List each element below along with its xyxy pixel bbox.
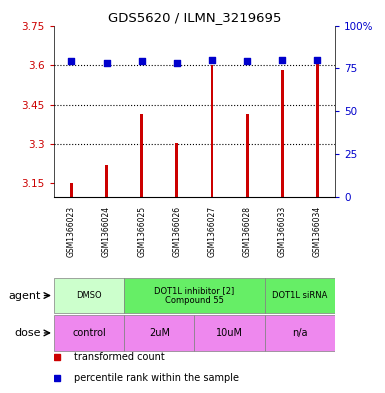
Text: 10uM: 10uM [216, 328, 243, 338]
Bar [246, 114, 249, 196]
Bar [264, 315, 335, 351]
Point [279, 57, 285, 63]
Text: DMSO: DMSO [76, 291, 102, 300]
Text: control: control [72, 328, 106, 338]
Text: transformed count: transformed count [74, 352, 164, 362]
Bar [211, 65, 213, 196]
Point [174, 60, 180, 66]
Text: GSM1366027: GSM1366027 [208, 206, 216, 257]
Bar [54, 315, 124, 351]
Text: GSM1366025: GSM1366025 [137, 206, 146, 257]
Text: agent: agent [8, 290, 40, 301]
Title: GDS5620 / ILMN_3219695: GDS5620 / ILMN_3219695 [108, 11, 281, 24]
Text: GSM1366033: GSM1366033 [278, 206, 287, 257]
Text: GSM1366023: GSM1366023 [67, 206, 76, 257]
Text: DOT1L siRNA: DOT1L siRNA [272, 291, 328, 300]
Bar [124, 315, 194, 351]
Point [244, 58, 250, 64]
Bar [124, 277, 265, 314]
Point [209, 57, 215, 63]
Bar [70, 183, 73, 196]
Bar [281, 70, 284, 196]
Bar [194, 315, 265, 351]
Bar [105, 165, 108, 196]
Text: dose: dose [14, 328, 40, 338]
Bar [140, 114, 143, 196]
Bar [54, 277, 124, 314]
Point [69, 58, 75, 64]
Text: n/a: n/a [292, 328, 308, 338]
Text: GSM1366028: GSM1366028 [243, 206, 252, 257]
Point [104, 60, 110, 66]
Bar [264, 277, 335, 314]
Point [139, 58, 145, 64]
Bar [316, 63, 319, 196]
Point [314, 57, 320, 63]
Text: 2uM: 2uM [149, 328, 170, 338]
Text: GSM1366034: GSM1366034 [313, 206, 322, 257]
Text: GSM1366026: GSM1366026 [172, 206, 181, 257]
Text: DOT1L inhibitor [2]
Compound 55: DOT1L inhibitor [2] Compound 55 [154, 286, 234, 305]
Bar [176, 143, 178, 196]
Text: GSM1366024: GSM1366024 [102, 206, 111, 257]
Text: percentile rank within the sample: percentile rank within the sample [74, 373, 239, 383]
